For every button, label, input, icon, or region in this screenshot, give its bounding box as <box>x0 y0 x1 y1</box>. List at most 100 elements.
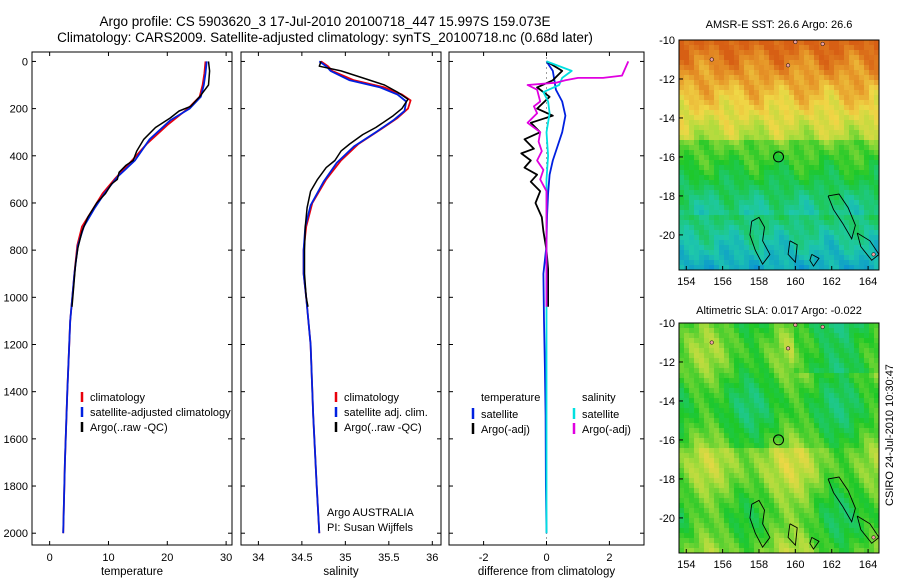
map-cell <box>844 373 850 379</box>
map-cell <box>714 115 720 121</box>
map-cell <box>744 418 750 424</box>
map-cell <box>829 105 835 111</box>
map-cell <box>764 358 770 364</box>
map-cell <box>839 260 845 266</box>
map-cell <box>764 453 770 459</box>
map-cell <box>754 408 760 414</box>
map-cell <box>694 483 700 489</box>
map-cell <box>854 548 860 553</box>
map-cell <box>864 393 870 399</box>
map-cell <box>829 130 835 136</box>
map-cell <box>809 393 815 399</box>
map-cell <box>844 255 850 261</box>
map-cell <box>719 50 725 56</box>
map-cell <box>819 368 825 374</box>
map-cell <box>754 363 760 369</box>
map-cell <box>789 140 795 146</box>
map-cell <box>729 180 735 186</box>
map-cell <box>849 190 855 196</box>
map-cell <box>859 200 865 206</box>
map-cell <box>799 205 805 211</box>
map-cell <box>864 135 870 141</box>
map-cell <box>799 250 805 256</box>
x-tick-label: 20 <box>161 552 173 564</box>
map-cell <box>794 60 800 66</box>
map-cell <box>689 398 695 404</box>
map-cell <box>834 323 840 329</box>
panel-sla_map: 154 156 158 160 162 164-10-12-14-16-18-20Alti… <box>659 305 880 571</box>
map-cell <box>704 528 710 534</box>
map-cell <box>689 333 695 339</box>
map-cell <box>729 65 735 71</box>
map-cell <box>764 488 770 494</box>
map-cell <box>734 328 740 334</box>
map-cell <box>769 338 775 344</box>
map-cell <box>874 100 879 106</box>
map-cell <box>684 200 690 206</box>
map-cell <box>844 498 850 504</box>
map-cell <box>739 225 745 231</box>
map-cell <box>754 210 760 216</box>
map-cell <box>824 240 830 246</box>
map-cell <box>789 250 795 256</box>
map-cell <box>794 105 800 111</box>
map-cell <box>719 160 725 166</box>
map-cell <box>754 488 760 494</box>
map-cell <box>724 428 730 434</box>
map-cell <box>829 328 835 334</box>
map-cell <box>804 468 810 474</box>
map-cell <box>704 363 710 369</box>
map-cell <box>774 245 780 251</box>
map-cell <box>874 378 879 384</box>
map-cell <box>824 423 830 429</box>
map-cell <box>834 533 840 539</box>
map-cell <box>694 498 700 504</box>
map-cell <box>724 220 730 226</box>
map-cell <box>864 60 870 66</box>
map-cell <box>759 338 765 344</box>
map-cell <box>744 548 750 553</box>
map-cell <box>864 328 870 334</box>
map-cell <box>859 215 865 221</box>
map-cell <box>859 433 865 439</box>
map-cell <box>864 433 870 439</box>
map-cell <box>739 463 745 469</box>
map-cell <box>844 240 850 246</box>
map-cell <box>694 50 700 56</box>
map-cell <box>759 230 765 236</box>
map-cell <box>829 195 835 201</box>
map-cell <box>789 50 795 56</box>
map-cell <box>819 250 825 256</box>
map-cell <box>859 180 865 186</box>
map-cell <box>839 175 845 181</box>
map-cell <box>694 255 700 261</box>
map-cell <box>824 230 830 236</box>
map-cell <box>684 393 690 399</box>
map-cell <box>774 378 780 384</box>
map-cell <box>839 448 845 454</box>
map-cell <box>714 100 720 106</box>
map-cell <box>684 215 690 221</box>
map-cell <box>734 483 740 489</box>
map-cell <box>774 403 780 409</box>
map-cell <box>794 383 800 389</box>
map-cell <box>809 488 815 494</box>
map-cell <box>794 503 800 509</box>
map-cell <box>859 378 865 384</box>
map-cell <box>699 483 705 489</box>
map-cell <box>869 50 875 56</box>
map-cell <box>809 363 815 369</box>
map-cell <box>699 105 705 111</box>
map-cell <box>684 190 690 196</box>
map-cell <box>804 235 810 241</box>
map-cell <box>714 225 720 231</box>
map-cell <box>744 428 750 434</box>
map-cell <box>799 200 805 206</box>
map-cell <box>754 50 760 56</box>
map-cell <box>769 130 775 136</box>
map-cell <box>804 463 810 469</box>
map-cell <box>869 373 875 379</box>
map-cell <box>734 418 740 424</box>
map-cell <box>714 265 720 270</box>
map-cell <box>719 388 725 394</box>
